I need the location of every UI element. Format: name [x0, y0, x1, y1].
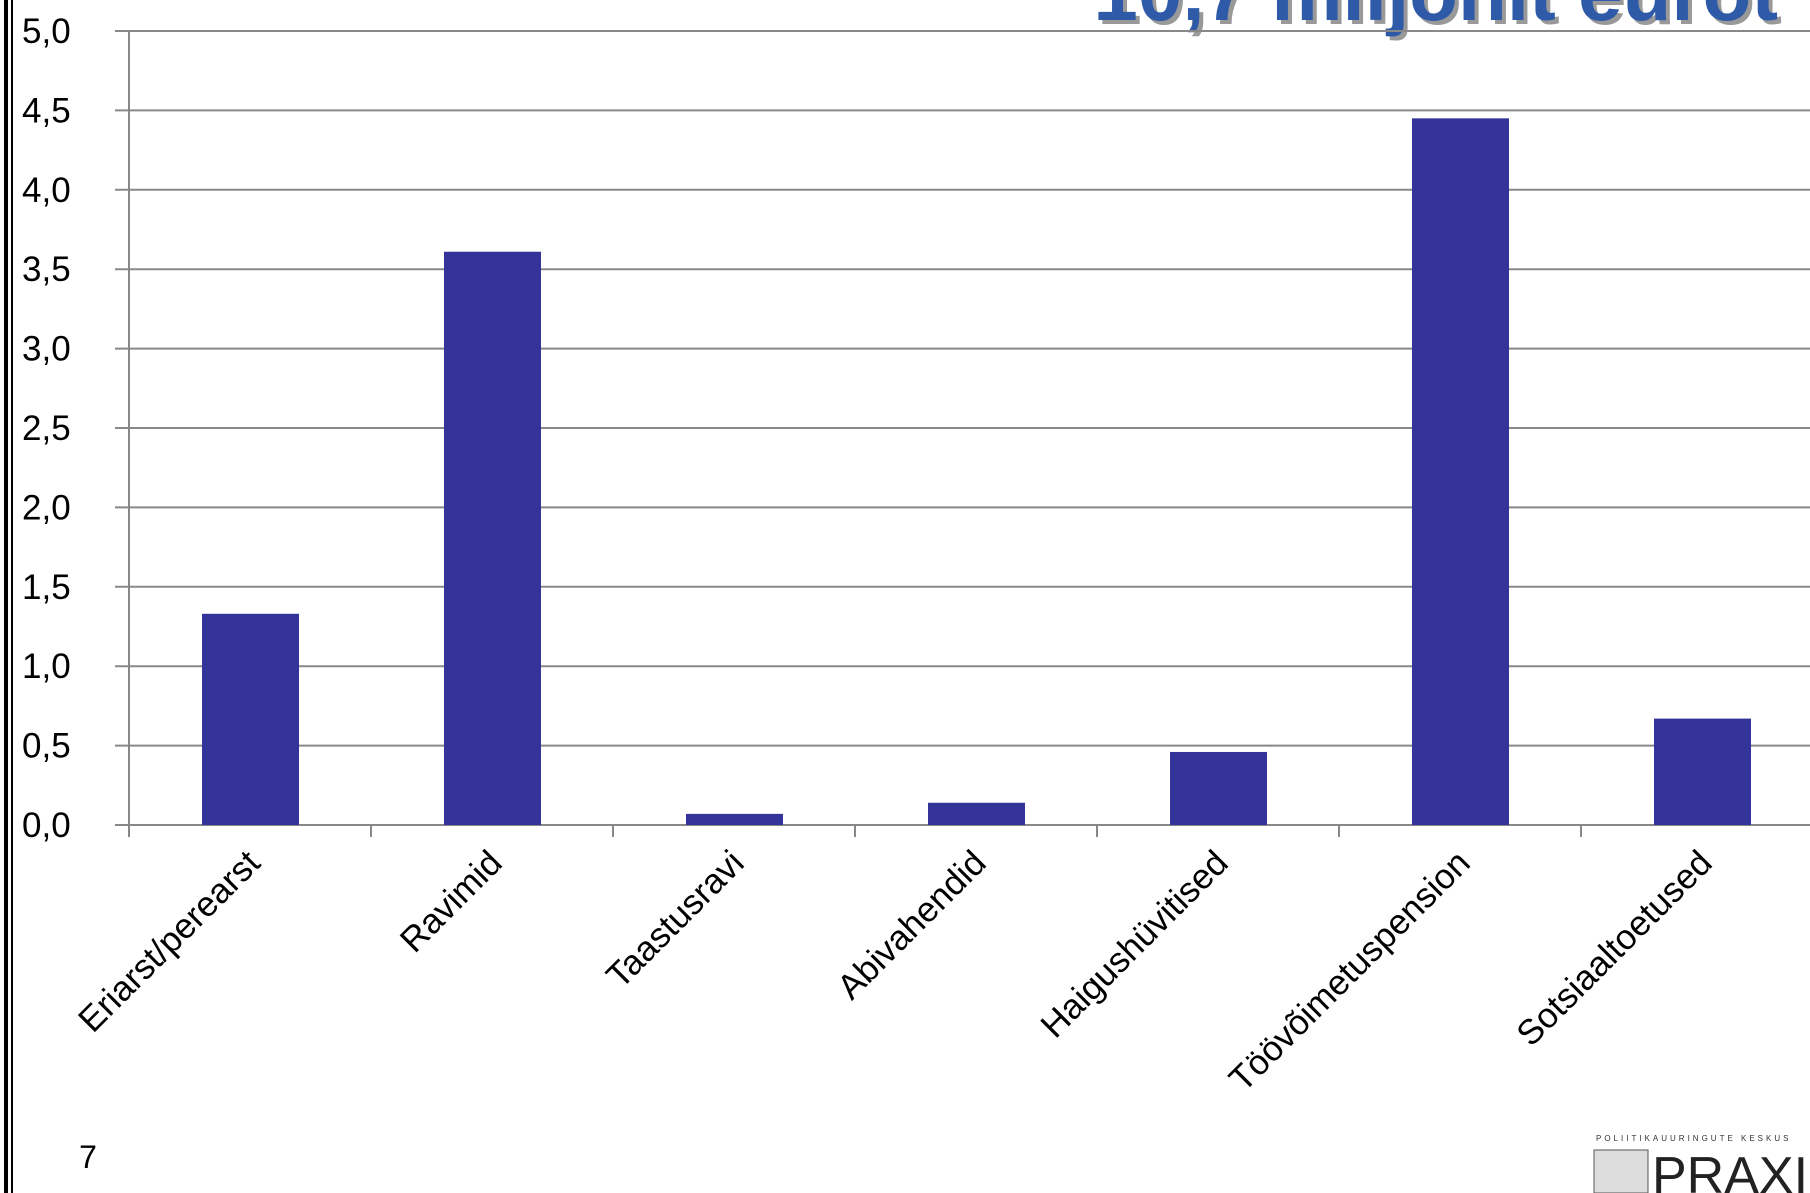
y-tick-label: 3,0 [22, 330, 71, 369]
chart-title-shadow: 10,7 miljonit eurot [1097, 0, 1782, 41]
y-tick-label: 2,0 [22, 488, 71, 527]
bar [928, 802, 1025, 825]
y-tick-label: 4,0 [22, 171, 71, 210]
y-tick-label: 5,0 [22, 12, 71, 51]
logo-name: PRAXIS [1652, 1147, 1810, 1193]
y-tick-label: 2,5 [22, 409, 71, 448]
x-tick-label: Sotsiaaltoetused [1509, 843, 1720, 1054]
y-tick-label: 4,5 [22, 91, 71, 130]
page-number: 7 [79, 1139, 97, 1175]
logo-tagline: POLIITIKAUURINGUTE KESKUS [1596, 1134, 1791, 1143]
y-tick-label: 1,0 [22, 647, 71, 686]
y-tick-label: 1,5 [22, 568, 71, 607]
x-tick-label: Töövõimetuspension [1222, 843, 1478, 1099]
y-tick-label: 3,5 [22, 250, 71, 289]
bar [444, 251, 541, 825]
x-tick-label: Ravimid [393, 843, 510, 960]
bar [202, 613, 299, 825]
x-tick-label: Abivahendid [830, 843, 994, 1007]
slide-border [4, 0, 8, 1193]
x-tick-label: Taastusravi [599, 843, 752, 996]
bar [1654, 718, 1751, 825]
logo-icon [1593, 1149, 1649, 1193]
bar [1170, 751, 1267, 825]
y-tick-label: 0,0 [22, 806, 71, 845]
bar [1412, 118, 1509, 826]
y-tick-label: 0,5 [22, 727, 71, 766]
x-tick-label: Haigushüvitised [1033, 843, 1235, 1045]
bar [686, 813, 783, 825]
x-tick-label: Eriarst/perearst [71, 843, 268, 1040]
slide-border [11, 0, 13, 1193]
